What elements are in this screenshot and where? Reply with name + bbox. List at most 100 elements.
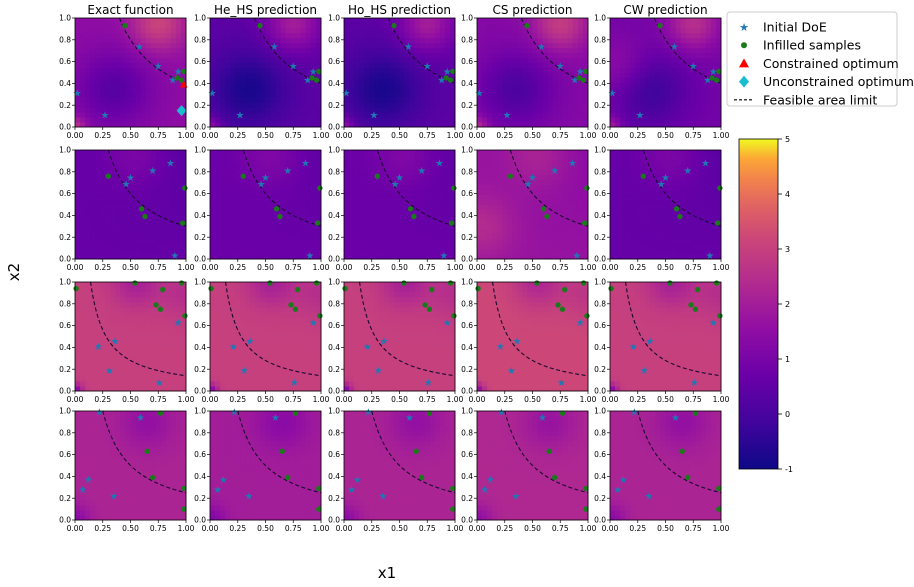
heat-cell — [449, 97, 456, 103]
heat-cell — [449, 234, 456, 240]
y-tick-label: 0.8 — [194, 35, 206, 44]
heat-cell — [582, 209, 589, 215]
heat-cell — [140, 47, 147, 54]
heat-cell — [300, 52, 307, 59]
heat-cell — [492, 112, 498, 118]
heat-cell — [315, 47, 322, 54]
heat-cell — [295, 204, 302, 210]
heat-cell — [492, 214, 498, 220]
heat-cell — [344, 229, 350, 235]
heat-cell — [507, 97, 513, 103]
heat-cell — [275, 57, 282, 63]
heat-cell — [444, 32, 451, 39]
heat-cell — [285, 254, 292, 260]
heat-cell — [582, 159, 589, 166]
heat-cell — [615, 219, 621, 225]
heat-cell — [280, 239, 287, 245]
heat-cell — [95, 87, 101, 93]
heat-cell — [135, 244, 141, 250]
heat-cell — [557, 179, 564, 186]
heat-cell — [655, 194, 661, 200]
heat-cell — [482, 67, 488, 73]
heat-cell — [344, 47, 350, 54]
heat-cell — [250, 32, 256, 39]
heat-cell — [650, 67, 656, 73]
heat-cell — [120, 199, 126, 205]
heat-cell — [650, 219, 656, 225]
heat-cell — [305, 219, 312, 225]
heat-cell — [265, 184, 271, 191]
heat-cell — [130, 154, 136, 161]
heat-cell — [695, 82, 702, 88]
heat-cell — [424, 249, 431, 255]
heat-cell — [210, 57, 216, 63]
heat-cell — [409, 82, 416, 88]
heat-cell — [225, 239, 231, 245]
heat-cell — [145, 67, 152, 73]
heat-cell — [419, 22, 426, 29]
heat-cell — [265, 32, 271, 39]
heat-cell — [577, 37, 584, 44]
heat-cell — [120, 164, 126, 171]
heat-cell — [645, 234, 651, 240]
heat-cell — [522, 27, 528, 34]
heat-cell — [160, 204, 167, 210]
heat-cell — [572, 179, 579, 186]
heat-cell — [675, 234, 682, 240]
heat-cell — [610, 62, 616, 68]
heat-cell — [160, 159, 167, 166]
heat-cell — [300, 107, 307, 113]
heat-cell — [230, 77, 236, 83]
heat-cell — [160, 179, 167, 186]
heat-cell — [95, 32, 101, 39]
heat-cell — [547, 204, 554, 210]
heat-cell — [394, 194, 400, 200]
heat-cell — [225, 150, 231, 156]
heat-cell — [235, 57, 241, 63]
heat-cell — [660, 244, 666, 250]
heat-cell — [497, 52, 503, 59]
heat-cell — [290, 224, 297, 230]
heat-cell — [90, 92, 96, 98]
heat-cell — [95, 179, 101, 186]
heat-cell — [645, 189, 651, 195]
heat-cell — [409, 42, 416, 49]
heat-cell — [424, 102, 431, 108]
heat-cell — [369, 82, 375, 88]
heat-cell — [354, 214, 360, 220]
heat-cell — [660, 254, 666, 260]
heat-cell — [225, 209, 231, 215]
heat-cell — [562, 42, 569, 49]
heat-cell — [532, 209, 538, 215]
heat-cell — [110, 254, 116, 260]
heat-cell — [419, 169, 426, 176]
heat-cell — [577, 122, 584, 128]
heat-cell — [507, 199, 513, 205]
heat-cell — [492, 150, 498, 156]
heat-cell — [364, 169, 370, 176]
heat-cell — [275, 184, 282, 191]
heat-cell — [230, 32, 236, 39]
heat-cell — [225, 164, 231, 171]
heat-cell — [424, 199, 431, 205]
heat-cell — [260, 72, 266, 78]
heat-cell — [210, 122, 216, 128]
heat-cell — [349, 42, 355, 49]
heat-cell — [537, 150, 543, 156]
heat-cell — [245, 254, 251, 260]
heat-cell — [135, 184, 141, 191]
heat-cell — [429, 112, 436, 118]
heat-cell — [630, 107, 636, 113]
heat-cell — [547, 97, 554, 103]
heat-cell — [477, 209, 483, 215]
heat-cell — [155, 62, 162, 68]
heat-cell — [690, 122, 697, 128]
heat-cell — [630, 179, 636, 186]
heat-cell — [150, 169, 157, 176]
heat-cell — [399, 37, 405, 44]
heat-cell — [260, 154, 266, 161]
heat-cell — [655, 67, 661, 73]
heat-cell — [542, 97, 549, 103]
heat-cell — [160, 22, 167, 29]
heat-cell — [567, 199, 574, 205]
